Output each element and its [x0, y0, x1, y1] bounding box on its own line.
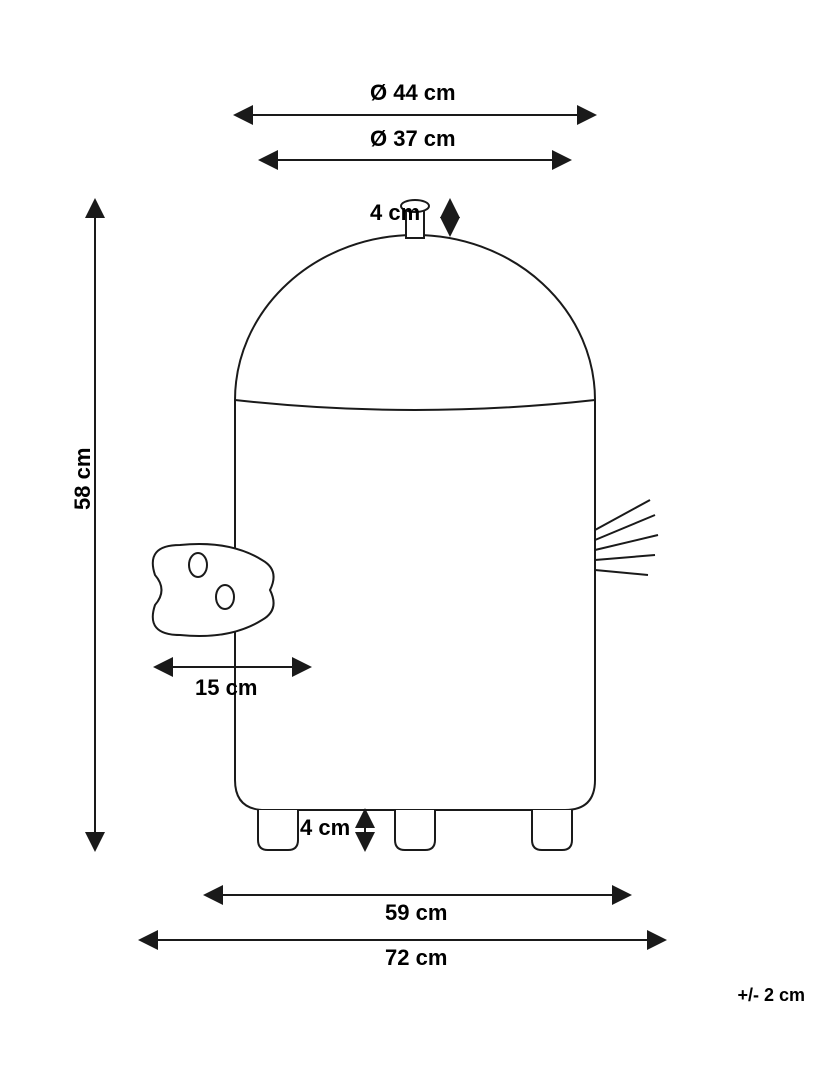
snout — [153, 544, 274, 636]
label-width-72: 72 cm — [385, 945, 447, 971]
label-height-58: 58 cm — [70, 448, 96, 510]
label-width-59: 59 cm — [385, 900, 447, 926]
label-tolerance: +/- 2 cm — [737, 985, 805, 1006]
label-diameter-37: Ø 37 cm — [370, 126, 456, 152]
lid-seam — [235, 400, 595, 410]
label-handle-4: 4 cm — [370, 200, 420, 226]
label-snout-15: 15 cm — [195, 675, 257, 701]
label-foot-4: 4 cm — [300, 815, 350, 841]
tail — [595, 500, 658, 575]
label-diameter-44: Ø 44 cm — [370, 80, 456, 106]
body-outline — [235, 235, 595, 810]
